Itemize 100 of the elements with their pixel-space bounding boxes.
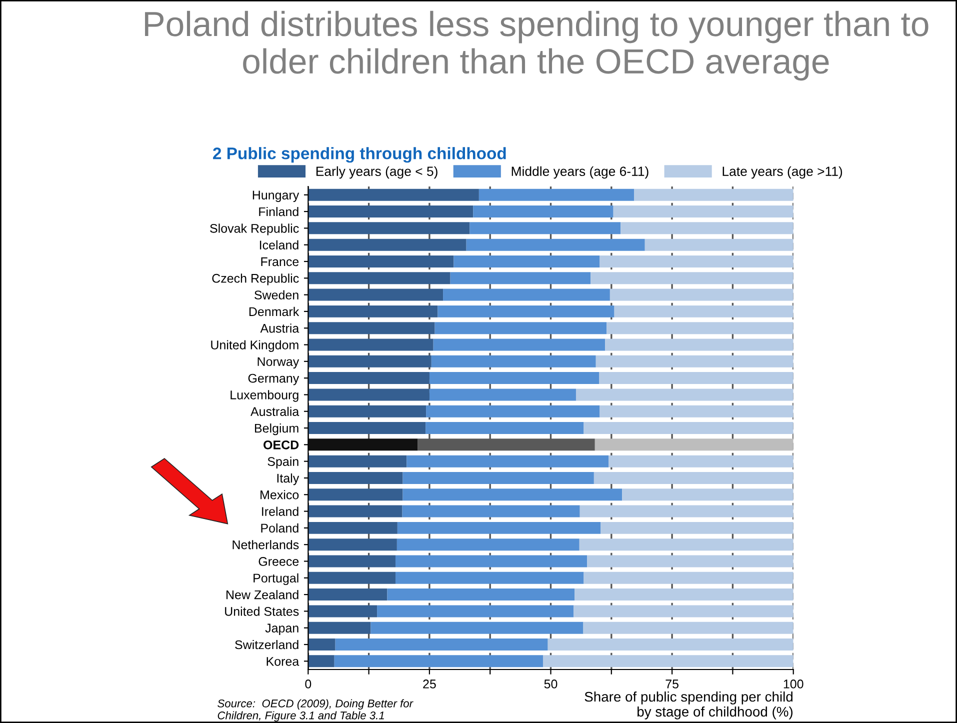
- y-tick-label: Japan: [265, 624, 298, 635]
- bar: [599, 372, 794, 384]
- bar: [308, 605, 378, 618]
- bar: [308, 438, 418, 451]
- y-tick-label: Iceland: [260, 240, 298, 250]
- bar: [308, 305, 438, 318]
- y-tick-label: Germany: [248, 374, 300, 386]
- bar: [466, 238, 645, 251]
- bar: [308, 655, 334, 668]
- bar: [583, 622, 794, 634]
- y-tick-label: Switzerland: [235, 640, 298, 650]
- bar: [308, 538, 397, 551]
- bar: [594, 438, 794, 451]
- chart-subtitle: 2 Public spending through childhood: [213, 147, 506, 163]
- bar: [470, 222, 621, 234]
- bar: [308, 322, 435, 334]
- bar: [396, 538, 580, 551]
- y-tick-label: Finland: [259, 206, 298, 216]
- bar: [308, 422, 426, 434]
- bar: [402, 505, 580, 518]
- bar: [438, 305, 614, 318]
- x-tick-label: 25: [423, 680, 436, 688]
- bar: [335, 638, 548, 651]
- bar: [478, 188, 634, 201]
- y-tick-label: Italy: [277, 473, 300, 486]
- bar: [600, 522, 794, 534]
- x-tick-label: 50: [544, 680, 558, 688]
- bar: [610, 288, 794, 301]
- bar: [406, 455, 608, 468]
- bar: [587, 555, 794, 568]
- y-tick-label: Poland: [261, 523, 298, 533]
- bar: [402, 488, 622, 501]
- bar: [580, 505, 794, 518]
- x-tick-label: 0: [305, 680, 312, 688]
- bar: [395, 555, 588, 568]
- bar: [308, 372, 430, 384]
- bar: [594, 472, 794, 484]
- bar: [402, 472, 594, 484]
- y-tick-label: New Zealand: [226, 590, 298, 600]
- bar: [308, 522, 398, 534]
- bar: [387, 588, 575, 601]
- bar: [433, 338, 606, 351]
- y-tick-label: Denmark: [249, 306, 300, 316]
- bar: [334, 655, 543, 668]
- bar: [308, 338, 434, 351]
- bar: [308, 622, 371, 634]
- bar: [620, 222, 794, 234]
- y-tick-label: Portugal: [254, 573, 298, 586]
- bar: [450, 272, 591, 284]
- y-tick-label: Netherlands: [232, 540, 299, 550]
- bar: [370, 622, 584, 634]
- bar: [308, 222, 470, 234]
- y-tick-label: Spain: [268, 456, 298, 468]
- y-tick-label: Sweden: [254, 290, 298, 300]
- y-tick-label: Korea: [266, 657, 300, 666]
- bar: [308, 505, 402, 518]
- bar: [426, 422, 584, 434]
- bar: [434, 322, 607, 334]
- bar: [548, 638, 794, 651]
- bar: [308, 572, 396, 584]
- y-tick-label: Greece: [258, 557, 299, 566]
- bar: [590, 272, 794, 284]
- y-tick-label: United States: [225, 606, 299, 616]
- legend-label: Late years (age >11): [722, 166, 842, 179]
- x-tick-label: 100: [784, 680, 804, 688]
- bar: [584, 422, 794, 434]
- y-tick-label: Norway: [258, 357, 300, 369]
- y-tick-label: Australia: [250, 406, 300, 416]
- chart-title: Poland distributes less spending to younger than to older children than the OECD average: [145, 10, 928, 81]
- bar: [395, 572, 584, 584]
- y-tick-label: Slovak Republic: [210, 224, 299, 236]
- x-tick-label: 75: [666, 680, 678, 688]
- y-tick-label: France: [261, 257, 299, 266]
- bar: [377, 605, 574, 618]
- bar: [308, 206, 474, 218]
- bar: [308, 472, 403, 484]
- bar: [308, 455, 407, 468]
- legend-label: Middle years (age 6-11): [512, 166, 648, 179]
- y-tick-label: Mexico: [260, 490, 299, 500]
- bar: [308, 255, 454, 268]
- bar: [308, 388, 430, 401]
- y-tick-label: Austria: [260, 324, 300, 333]
- bar: [431, 355, 596, 368]
- bar: [579, 538, 794, 551]
- bar: [584, 572, 794, 584]
- bar: [574, 588, 794, 601]
- y-tick-label: Belgium: [254, 423, 298, 436]
- bar: [576, 388, 794, 401]
- bar: [644, 238, 794, 251]
- bar: [308, 355, 432, 368]
- bar: [614, 305, 794, 318]
- bar: [600, 255, 794, 268]
- bar: [308, 188, 479, 201]
- bar: [308, 405, 426, 418]
- bar: [454, 255, 600, 268]
- bar: [574, 605, 794, 618]
- bar: [606, 322, 794, 334]
- bar: [429, 372, 600, 384]
- bar: [608, 455, 794, 468]
- bar: [473, 206, 614, 218]
